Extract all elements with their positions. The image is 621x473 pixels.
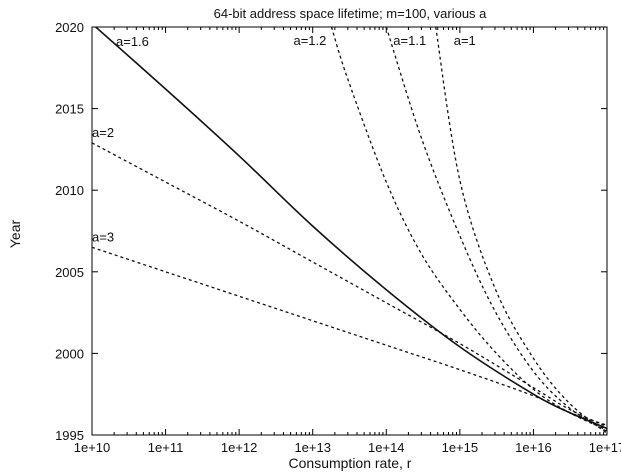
y-axis-title: Year	[7, 220, 23, 249]
series-label: a=1.6	[116, 34, 149, 49]
series-line-a-2	[92, 142, 607, 428]
y-tick-label: 2000	[55, 346, 84, 361]
plot-frame	[91, 26, 608, 436]
x-tick-label: 1e+14	[368, 440, 405, 455]
series-label: a=1.2	[293, 33, 326, 48]
axis-ticks: 1e+10 1e+11 1e+12 1e+13 1e+14 1e+15 1e+16 1e+17…	[55, 20, 621, 455]
y-tick-label: 2015	[55, 102, 84, 117]
x-tick-label: 1e+11	[148, 440, 184, 455]
x-tick-label: 1e+15	[442, 440, 479, 455]
series-label: a=1.1	[393, 33, 426, 48]
series-label: a=2	[92, 125, 114, 140]
plot-series	[92, 27, 607, 434]
x-tick-label: 1e+13	[294, 440, 331, 455]
series-line-a-1	[435, 27, 607, 434]
series-label: a=1	[454, 33, 476, 48]
x-tick-label: 1e+16	[515, 440, 552, 455]
x-tick-label: 1e+17	[589, 440, 621, 455]
series-line-a-3	[92, 246, 607, 426]
x-tick-label: 1e+12	[221, 440, 258, 455]
series-line-a-1-6	[94, 27, 607, 430]
series-line-a-1-1	[385, 27, 607, 433]
y-tick-label: 2020	[55, 20, 84, 35]
x-axis-title: Consumption rate, r	[289, 455, 412, 471]
series-line-a-1-2	[330, 27, 607, 431]
y-tick-label: 1995	[55, 428, 84, 443]
x-tick-label: 1e+10	[74, 440, 111, 455]
y-tick-label: 2010	[55, 183, 84, 198]
y-tick-label: 2005	[55, 265, 84, 280]
series-labels: a=1 a=1.1 a=1.2 a=1.6 a=2 a=3	[92, 33, 476, 244]
chart-title: 64-bit address space lifetime; m=100, va…	[214, 6, 488, 21]
series-label: a=3	[92, 229, 114, 244]
